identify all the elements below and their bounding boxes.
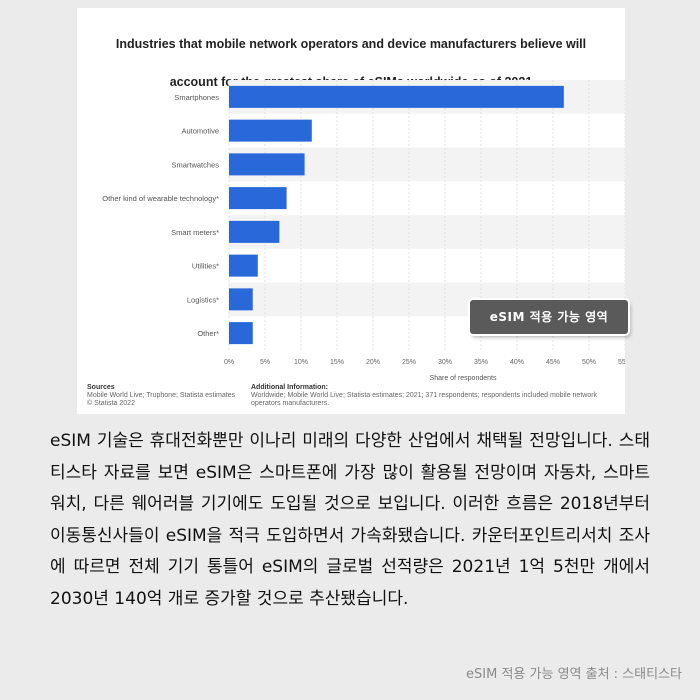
bar bbox=[229, 187, 287, 210]
sources-text: Mobile World Live; Truphone; Statista es… bbox=[87, 392, 236, 399]
image-caption: eSIM 적용 가능 영역 출처 : 스태티스타 bbox=[466, 667, 682, 682]
bar-chart: 0% 5% 10% 15% 20% 25% 30% 35% 40% 45% 50% 55% Smartp… bbox=[102, 80, 625, 382]
category-label: Utilities* bbox=[192, 262, 219, 271]
x-tick-label: 20% bbox=[366, 359, 380, 366]
bar bbox=[229, 153, 305, 176]
chart-panel: Industries that mobile network operators… bbox=[77, 8, 625, 414]
esim-area-badge: eSIM 적용 가능 영역 bbox=[470, 300, 628, 334]
x-tick-label: 15% bbox=[330, 359, 344, 366]
x-tick-label: 45% bbox=[546, 359, 560, 366]
category-label: Other* bbox=[197, 329, 219, 338]
category-label: Automotive bbox=[181, 127, 219, 136]
x-axis-label: Share of respondents bbox=[430, 375, 497, 382]
category-label: Smart meters* bbox=[171, 228, 219, 237]
category-label: Logistics* bbox=[187, 295, 219, 304]
bar bbox=[229, 322, 253, 345]
x-tick-label: 35% bbox=[474, 359, 488, 366]
bar bbox=[229, 288, 253, 311]
x-tick-label: 40% bbox=[510, 359, 524, 366]
row-band bbox=[229, 215, 625, 249]
x-tick-label: 10% bbox=[294, 359, 308, 366]
x-tick-label: 55% bbox=[618, 359, 625, 366]
category-label: Smartwatches bbox=[171, 160, 219, 169]
additional-info-text: Worldwide; Mobile World Live; Statista e… bbox=[251, 392, 598, 407]
x-tick-label: 25% bbox=[402, 359, 416, 366]
category-label: Smartphones bbox=[174, 93, 219, 102]
bar bbox=[229, 85, 564, 108]
chart-title-line-1: Industries that mobile network operators… bbox=[115, 37, 587, 51]
bar bbox=[229, 220, 280, 243]
x-tick-label: 50% bbox=[582, 359, 596, 366]
body-paragraph: eSIM 기술은 휴대전화뿐만 이나리 미래의 다양한 산업에서 채택될 전망입… bbox=[50, 431, 650, 609]
x-tick-label: 5% bbox=[260, 359, 270, 366]
x-tick-label: 30% bbox=[438, 359, 452, 366]
sources-title: Sources bbox=[87, 384, 115, 391]
bar bbox=[229, 119, 312, 142]
bar bbox=[229, 254, 258, 277]
copyright-text: © Statista 2022 bbox=[87, 400, 135, 407]
category-label: Other kind of wearable technology* bbox=[102, 194, 219, 203]
x-tick-label: 0% bbox=[224, 359, 234, 366]
additional-info-block: Additional Information: Worldwide; Mobil… bbox=[251, 384, 621, 408]
sources-block: Sources Mobile World Live; Truphone; Sta… bbox=[87, 384, 235, 408]
additional-info-title: Additional Information: bbox=[251, 384, 328, 391]
